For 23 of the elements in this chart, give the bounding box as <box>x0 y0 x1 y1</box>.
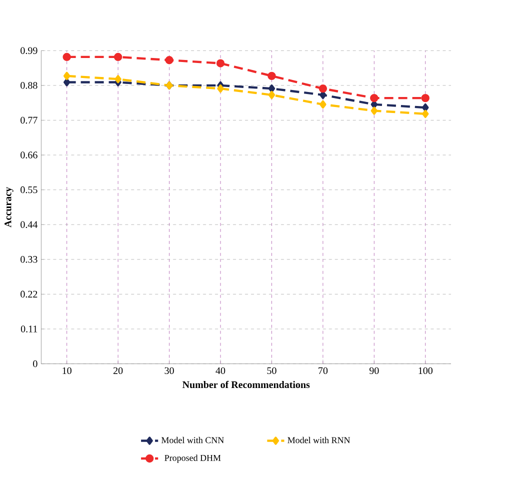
x-tick-label: 90 <box>370 367 379 374</box>
x-tick-label: 40 <box>216 367 226 374</box>
x-tick-label: 20 <box>113 367 123 374</box>
legend-label: Proposed DHM <box>164 454 221 463</box>
x-tick-label: 50 <box>267 367 276 374</box>
x-tick-label: 10 <box>62 367 72 374</box>
y-tick-label: 0.44 <box>20 221 38 228</box>
y-tick-label: 0.22 <box>20 290 38 298</box>
legend-label: Model with CNN <box>161 436 224 444</box>
x-axis-title: Number of Recommendations <box>182 380 310 388</box>
x-tick-label: 70 <box>318 367 328 374</box>
y-tick-label: 0.11 <box>20 326 38 332</box>
y-tick-label: 0 <box>33 360 38 368</box>
x-tick-label: 30 <box>164 367 174 374</box>
y-tick-label: 0.55 <box>20 186 38 194</box>
legend-label: Model with RNN <box>288 436 350 444</box>
y-tick-label: 0.33 <box>20 256 38 263</box>
y-tick-label: 0.66 <box>20 152 38 158</box>
y-axis-title: Accuracy <box>4 187 14 228</box>
y-tick-label: 0.88 <box>20 82 38 89</box>
y-tick-label: 0.99 <box>20 47 38 54</box>
y-tick-label: 0.77 <box>20 116 38 124</box>
x-tick-label: 100 <box>418 367 433 374</box>
